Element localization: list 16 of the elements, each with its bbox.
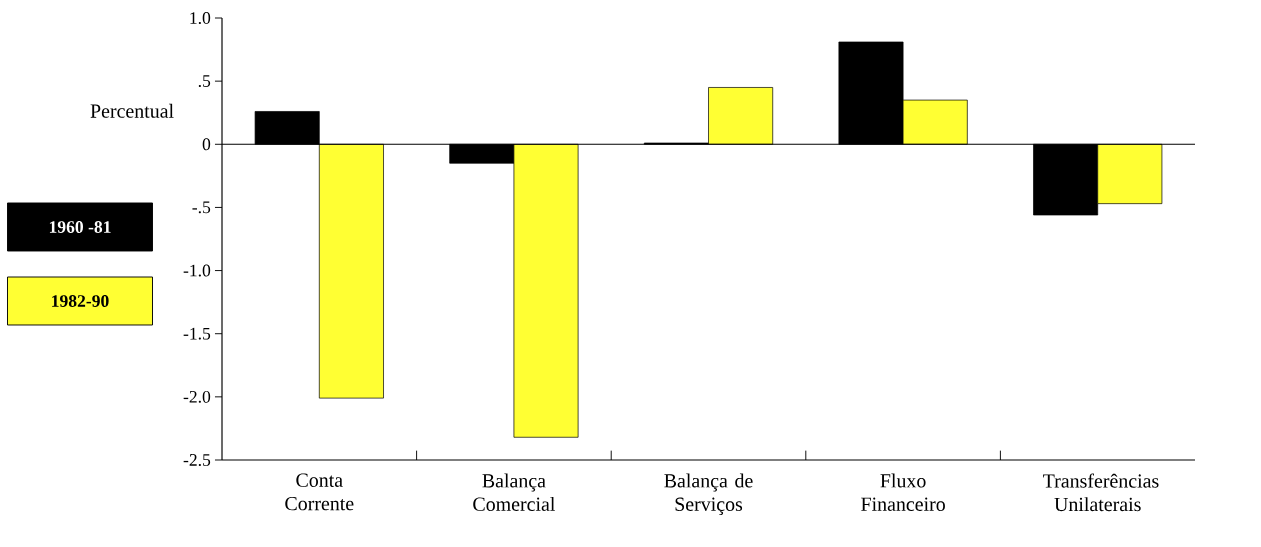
y-tick-label: 1.0 [190,12,211,24]
y-tick-label: -1.5 [183,327,211,340]
y-tick-label: -.5 [192,201,211,214]
x-tick-label: Balança Comercial [473,473,555,511]
x-tick-label: Fluxo Financeiro [861,473,945,511]
y-tick-label: -1.0 [183,264,211,277]
y-tick-label: 0 [202,138,211,151]
y-tick-label: .5 [198,75,211,88]
x-tick-label: Transferências Unilaterais [1043,473,1159,512]
x-tick-label: Balança de Serviços [664,473,753,516]
y-tick-label: -2.5 [183,454,211,466]
text: 1982-90 [52,295,109,307]
y-tick-label: -2.0 [183,390,211,403]
y-axis-title: Percentual [90,103,174,118]
x-tick-label: Conta Corrente [285,473,354,511]
text: 1960 -81 [49,221,111,233]
